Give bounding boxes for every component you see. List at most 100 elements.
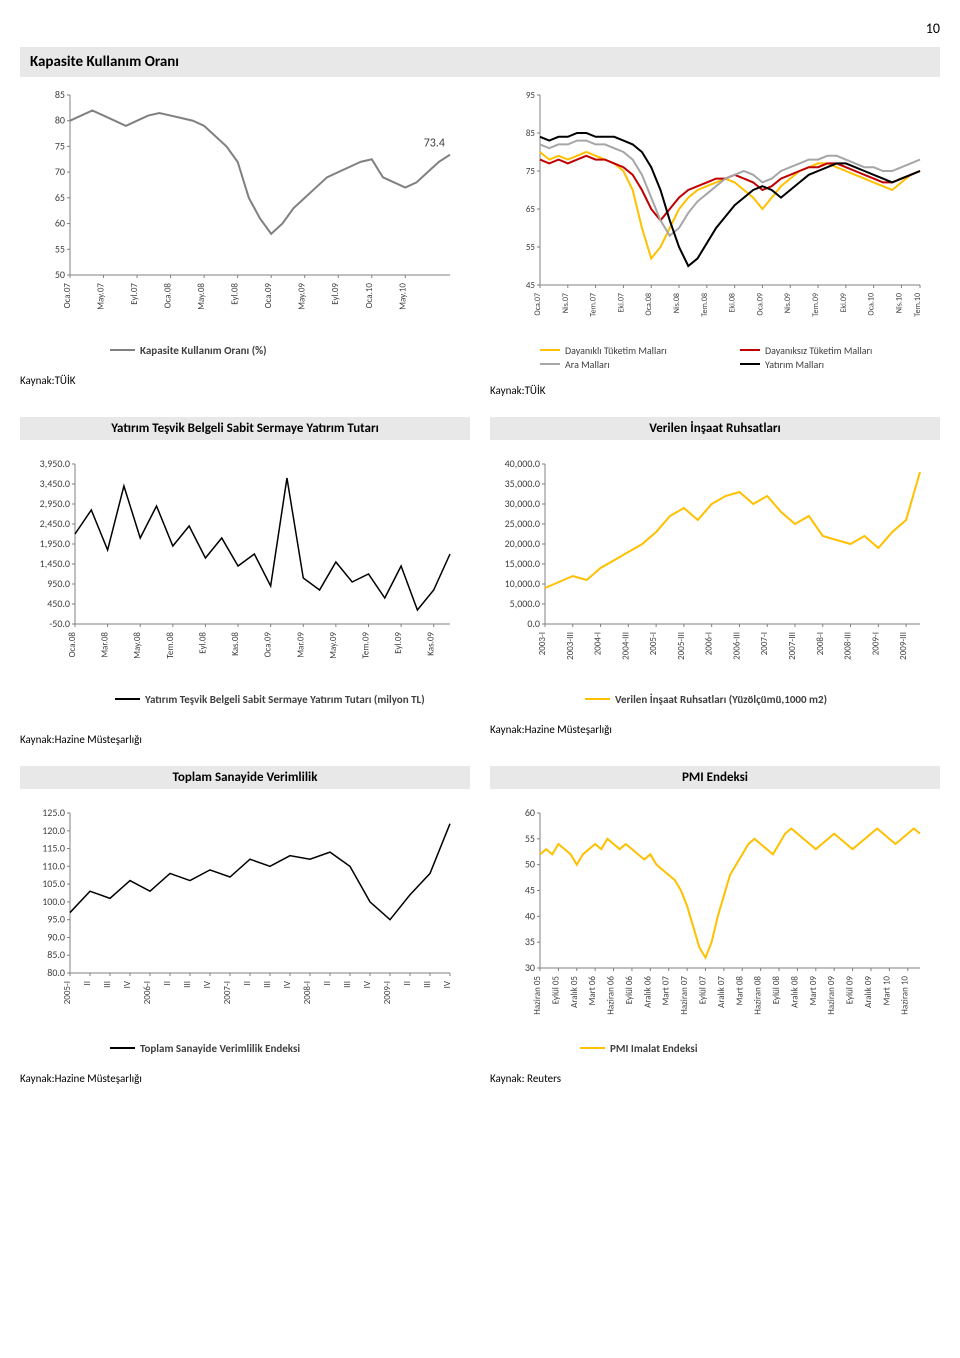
svg-text:65: 65 bbox=[526, 204, 536, 215]
svg-text:Verilen İnşaat Ruhsatları (Yüz: Verilen İnşaat Ruhsatları (Yüzölçümü,100… bbox=[615, 693, 827, 706]
row2-titles: Yatırım Teşvik Belgeli Sabit Sermaye Yat… bbox=[20, 411, 940, 440]
svg-text:Eki.07: Eki.07 bbox=[616, 293, 626, 313]
svg-text:II: II bbox=[162, 981, 173, 986]
svg-text:Nis.09: Nis.09 bbox=[783, 293, 793, 313]
svg-text:30,000.0: 30,000.0 bbox=[505, 497, 540, 510]
svg-text:2008-III: 2008-III bbox=[843, 632, 854, 660]
svg-text:Nis.07: Nis.07 bbox=[561, 293, 571, 313]
svg-text:Oca.09: Oca.09 bbox=[263, 283, 274, 309]
svg-text:35,000.0: 35,000.0 bbox=[505, 477, 540, 490]
svg-text:Mar.09: Mar.09 bbox=[295, 632, 306, 658]
svg-text:II: II bbox=[82, 981, 93, 986]
svg-text:Mart 08: Mart 08 bbox=[734, 976, 745, 1006]
svg-text:Haziran 05: Haziran 05 bbox=[532, 976, 543, 1015]
svg-text:Haziran 07: Haziran 07 bbox=[679, 976, 690, 1015]
svg-text:2009-III: 2009-III bbox=[898, 632, 909, 660]
svg-text:Aralık 07: Aralık 07 bbox=[716, 976, 727, 1008]
svg-text:Eyl.08: Eyl.08 bbox=[230, 283, 241, 305]
svg-text:2009-I: 2009-I bbox=[870, 632, 881, 655]
svg-text:40,000.0: 40,000.0 bbox=[505, 457, 540, 470]
svg-text:Oca.10: Oca.10 bbox=[364, 283, 375, 309]
svg-text:2006-III: 2006-III bbox=[731, 632, 742, 660]
svg-text:II: II bbox=[322, 981, 333, 986]
verimlilik-chart: 125.0120.0115.0110.0105.0100.095.090.085… bbox=[20, 803, 460, 1068]
svg-text:2005-III: 2005-III bbox=[676, 632, 687, 660]
svg-text:Toplam Sanayide Verimlilik En: Toplam Sanayide Verimlilik Endeksi bbox=[140, 1042, 300, 1055]
svg-text:70: 70 bbox=[55, 165, 65, 178]
main-title: Kapasite Kullanım Oranı bbox=[20, 47, 940, 77]
tuketim-chart: 455565758595Oca.07Nis.07Tem.07Eki.07Oca.… bbox=[490, 85, 930, 380]
svg-text:PMI Imalat Endeksi: PMI Imalat Endeksi bbox=[610, 1042, 698, 1055]
svg-text:85.0: 85.0 bbox=[47, 948, 65, 961]
svg-text:IV: IV bbox=[122, 980, 133, 988]
svg-text:IV: IV bbox=[202, 980, 213, 988]
svg-text:IV: IV bbox=[362, 980, 373, 988]
row3-right-title: PMI Endeksi bbox=[490, 766, 940, 789]
svg-text:Eyl.09: Eyl.09 bbox=[330, 283, 341, 305]
chart2-source: Kaynak:TÜİK bbox=[490, 384, 940, 397]
svg-text:3,950.0: 3,950.0 bbox=[40, 457, 70, 470]
svg-text:Eylül 08: Eylül 08 bbox=[771, 976, 782, 1005]
chart3-cell: 3,950.03,450.02,950.02,450.01,950.01,450… bbox=[20, 454, 470, 746]
svg-text:35: 35 bbox=[525, 935, 535, 948]
svg-text:Aralık 06: Aralık 06 bbox=[642, 976, 653, 1008]
chart4-cell: 40,000.035,000.030,000.025,000.020,000.0… bbox=[490, 454, 940, 746]
svg-text:85: 85 bbox=[55, 88, 65, 101]
chart6-cell: 30354045505560Haziran 05Eylül 05Aralık 0… bbox=[490, 803, 940, 1085]
svg-text:2003-III: 2003-III bbox=[565, 632, 576, 660]
svg-text:125.0: 125.0 bbox=[42, 806, 65, 819]
svg-text:105.0: 105.0 bbox=[42, 877, 65, 890]
svg-text:2007-III: 2007-III bbox=[787, 632, 798, 660]
yatirim-chart: 3,950.03,450.02,950.02,450.01,950.01,450… bbox=[20, 454, 460, 729]
svg-text:Dayanıksız Tüketim Malları: Dayanıksız Tüketim Malları bbox=[765, 344, 872, 357]
svg-text:50: 50 bbox=[55, 268, 65, 281]
svg-text:May.08: May.08 bbox=[132, 632, 143, 659]
svg-text:115.0: 115.0 bbox=[42, 842, 65, 855]
svg-text:Kapasite Kullanım Oranı (%): Kapasite Kullanım Oranı (%) bbox=[140, 344, 267, 357]
svg-text:40: 40 bbox=[525, 909, 535, 922]
svg-text:45: 45 bbox=[525, 884, 535, 897]
svg-text:55: 55 bbox=[55, 242, 65, 255]
chart1-cell: 5055606570758085Oca.07May.07Eyl.07Oca.08… bbox=[20, 85, 470, 397]
svg-text:Oca.09: Oca.09 bbox=[263, 632, 274, 658]
svg-text:Nis.10: Nis.10 bbox=[894, 293, 904, 313]
svg-text:45: 45 bbox=[526, 280, 536, 291]
svg-text:3,450.0: 3,450.0 bbox=[40, 477, 70, 490]
svg-text:10,000.0: 10,000.0 bbox=[505, 577, 540, 590]
svg-text:950.0: 950.0 bbox=[47, 577, 70, 590]
svg-text:2006-I: 2006-I bbox=[142, 981, 153, 1004]
svg-text:Eki.09: Eki.09 bbox=[839, 293, 849, 313]
svg-text:Ara Malları: Ara Malları bbox=[565, 358, 610, 371]
row2-left-title: Yatırım Teşvik Belgeli Sabit Sermaye Yat… bbox=[20, 417, 470, 440]
svg-text:May.08: May.08 bbox=[196, 283, 207, 310]
svg-text:2008-I: 2008-I bbox=[302, 981, 313, 1004]
svg-text:Nis.08: Nis.08 bbox=[672, 293, 682, 313]
chart4-source: Kaynak:Hazine Müsteşarlığı bbox=[490, 723, 940, 736]
svg-text:III: III bbox=[422, 981, 433, 988]
svg-text:Eki.08: Eki.08 bbox=[728, 293, 738, 313]
svg-text:2009-I: 2009-I bbox=[382, 981, 393, 1004]
svg-text:Eylül 05: Eylül 05 bbox=[550, 976, 561, 1005]
row3-left-title: Toplam Sanayide Verimlilik bbox=[20, 766, 470, 789]
svg-text:Mart 06: Mart 06 bbox=[587, 976, 598, 1006]
svg-text:15,000.0: 15,000.0 bbox=[505, 557, 540, 570]
svg-text:Tem.08: Tem.08 bbox=[165, 632, 176, 659]
svg-text:Eylül 07: Eylül 07 bbox=[697, 976, 708, 1005]
svg-text:95.0: 95.0 bbox=[47, 913, 65, 926]
svg-text:III: III bbox=[102, 981, 113, 988]
svg-text:May.10: May.10 bbox=[397, 283, 408, 310]
svg-text:1,950.0: 1,950.0 bbox=[40, 537, 70, 550]
svg-text:2006-I: 2006-I bbox=[704, 632, 715, 655]
svg-text:450.0: 450.0 bbox=[47, 597, 70, 610]
svg-text:55: 55 bbox=[525, 832, 535, 845]
svg-text:Oca.08: Oca.08 bbox=[67, 632, 78, 658]
row3-titles: Toplam Sanayide Verimlilik PMI Endeksi bbox=[20, 760, 940, 789]
svg-text:Oca.08: Oca.08 bbox=[644, 293, 654, 316]
svg-text:2007-I: 2007-I bbox=[759, 632, 770, 655]
row-2: 3,950.03,450.02,950.02,450.01,950.01,450… bbox=[20, 454, 940, 746]
svg-text:Yatırım Teşvik Belgeli Sabit S: Yatırım Teşvik Belgeli Sabit Sermaye Yat… bbox=[144, 693, 425, 706]
svg-text:Oca.10: Oca.10 bbox=[867, 293, 877, 316]
chart2-cell: 455565758595Oca.07Nis.07Tem.07Eki.07Oca.… bbox=[490, 85, 940, 397]
svg-text:III: III bbox=[262, 981, 273, 988]
svg-text:1,450.0: 1,450.0 bbox=[40, 557, 70, 570]
